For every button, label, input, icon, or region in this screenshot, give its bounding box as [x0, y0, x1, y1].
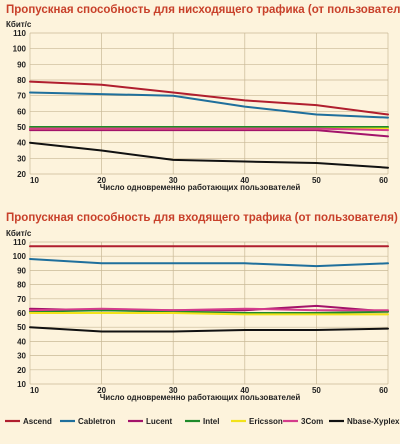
chart-1: Пропускная способность для нисходящего т… — [6, 4, 400, 192]
legend-entry: Ericsson — [249, 417, 283, 426]
y-tick-label: 60 — [17, 107, 26, 116]
chart-title: Пропускная способность для нисходящего т… — [6, 4, 400, 16]
legend: Ascend Cabletron Lucent Intel Ericsson 3Com Nb… — [5, 417, 400, 426]
legend-entry: Cabletron — [78, 417, 115, 426]
x-tick-label: 60 — [379, 386, 388, 395]
y-tick-label: 50 — [17, 123, 26, 132]
x-tick-label: 10 — [30, 176, 39, 185]
chart-title: Пропускная способность для входящего тра… — [6, 212, 398, 224]
series-line-intel — [29, 309, 389, 314]
y-tick-label: 110 — [13, 238, 26, 247]
legend-entry: Nbase-Xyplex — [347, 417, 400, 426]
plot-area — [30, 33, 388, 174]
x-tick-label: 60 — [379, 176, 388, 185]
x-tick-label: 20 — [97, 386, 106, 395]
y-tick-label: 70 — [17, 92, 26, 101]
series-line-cabletron — [29, 258, 389, 268]
y-tick-label: 100 — [13, 252, 27, 261]
x-axis-label: Число одновременно работающих пользовате… — [100, 393, 301, 402]
y-tick-label: 40 — [17, 139, 26, 148]
series-line-nbase-xyplex — [29, 141, 389, 169]
series-line-3com — [29, 307, 389, 312]
y-tick-label: 70 — [17, 295, 26, 304]
y-tick-label: 20 — [17, 366, 26, 375]
y-tick-label: 110 — [13, 29, 26, 38]
y-tick-label: 100 — [13, 45, 27, 54]
y-tick-label: 30 — [17, 154, 26, 163]
legend-entry: Ascend — [23, 417, 52, 426]
x-tick-label: 30 — [169, 176, 178, 185]
x-tick-label: 50 — [312, 386, 321, 395]
y-axis-label: Кбит/с — [6, 20, 32, 29]
series-line-3com — [29, 127, 389, 132]
y-tick-label: 10 — [17, 380, 26, 389]
y-tick-label: 90 — [17, 266, 26, 275]
series-line-lucent — [29, 129, 389, 138]
legend-entry: Lucent — [146, 417, 173, 426]
y-tick-label: 80 — [17, 281, 26, 290]
x-tick-label: 40 — [240, 386, 249, 395]
y-tick-label: 90 — [17, 60, 26, 69]
y-tick-label: 20 — [17, 170, 26, 179]
x-tick-label: 10 — [30, 386, 39, 395]
x-tick-label: 30 — [169, 386, 178, 395]
x-tick-label: 40 — [240, 176, 249, 185]
x-tick-label: 20 — [97, 176, 106, 185]
y-tick-label: 30 — [17, 352, 26, 361]
y-tick-label: 80 — [17, 76, 26, 85]
y-tick-label: 40 — [17, 337, 26, 346]
x-tick-label: 50 — [312, 176, 321, 185]
series-line-cabletron — [29, 91, 389, 119]
series-line-ascend — [29, 80, 389, 116]
series-line-ericsson — [29, 312, 389, 316]
x-axis-label: Число одновременно работающих пользовате… — [100, 183, 301, 192]
legend-entry: 3Com — [301, 417, 323, 426]
y-tick-label: 50 — [17, 323, 26, 332]
y-tick-label: 60 — [17, 309, 26, 318]
series-line-nbase-xyplex — [29, 326, 389, 333]
y-axis-label: Кбит/с — [6, 229, 32, 238]
chart-2: Пропускная способность для входящего тра… — [6, 212, 398, 402]
legend-entry: Intel — [203, 417, 219, 426]
